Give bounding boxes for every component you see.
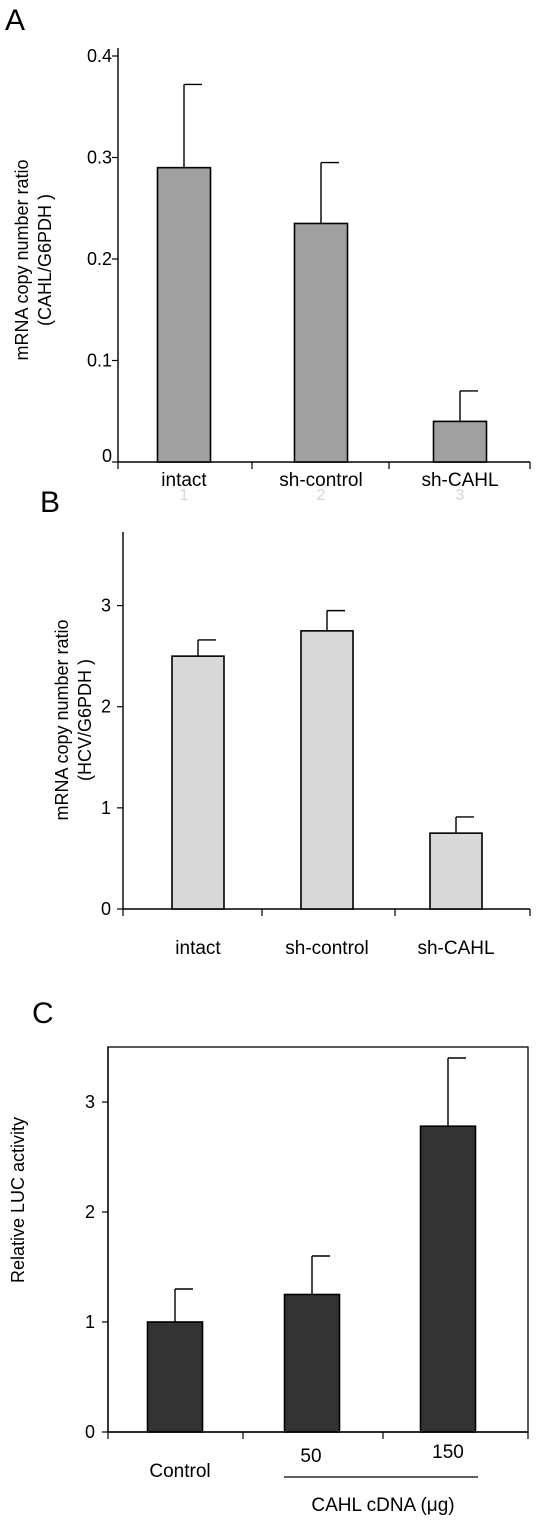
panel-b-ylabel-line1: mRNA copy number ratio xyxy=(52,619,72,820)
panel-b-bar xyxy=(300,630,354,910)
panel-a-category-label: intact xyxy=(161,470,207,491)
panel-a-letter: A xyxy=(5,4,25,37)
panel-c-y-tick-label: 0 xyxy=(85,1422,95,1442)
panel-a-category-label: sh-control xyxy=(279,470,362,491)
panel-b-y-tick-label: 3 xyxy=(101,596,111,616)
panel-c-y-tick-label: 3 xyxy=(85,1092,95,1112)
panel-c-category-label: 50 xyxy=(300,1446,321,1467)
panel-c-bar xyxy=(146,1321,204,1433)
panel-a-bar xyxy=(432,420,488,463)
panel-a-y-tick-label: 0.4 xyxy=(87,46,112,66)
panel-b-letter: B xyxy=(40,486,60,519)
panel-a-plot: 0 0.1 0.2 0.3 0.4 intact sh-control sh-CAHL 1 2 3 xyxy=(87,46,531,504)
panel-a-bar xyxy=(156,166,212,463)
panel-b-y-tick-label: 1 xyxy=(101,798,111,818)
panel-c-bar xyxy=(419,1125,477,1433)
panel-b-category-label: intact xyxy=(175,938,221,959)
panel-b-bar xyxy=(429,832,483,910)
panel-b-ylabel-line2: (HCV/G6PDH ) xyxy=(75,659,95,781)
panel-c-bar xyxy=(283,1293,341,1433)
panel-c-ylabel-line1: Relative LUC activity xyxy=(8,1117,28,1283)
panel-a-faint-label: 1 xyxy=(180,487,189,504)
panel-b-bar xyxy=(171,655,225,910)
panel-b-category-label: sh-CAHL xyxy=(417,938,494,959)
panel-b-category-label: sh-control xyxy=(285,938,368,959)
panel-c-category-label: 150 xyxy=(432,1442,464,1463)
panel-a-y-tick-label: 0.1 xyxy=(87,351,112,371)
panel-b: B mRNA copy number ratio (HCV/G6PDH ) 0 1… xyxy=(40,486,531,959)
panel-a-y-tick-label: 0.3 xyxy=(87,148,112,168)
panel-a-bar xyxy=(293,222,349,463)
panel-a-y-tick-label: 0 xyxy=(102,446,112,466)
panel-c-xlabel: CAHL cDNA (μg) xyxy=(311,1495,454,1516)
panel-a: A mRNA copy number ratio (CAHL/G6PDH ) 0… xyxy=(5,4,531,504)
panel-b-y-tick-label: 2 xyxy=(101,697,111,717)
panel-c-plot: 0 1 2 3 Control 50 150 xyxy=(85,1046,529,1482)
panel-c-y-tick-label: 2 xyxy=(85,1202,95,1222)
panel-a-faint-label: 2 xyxy=(317,487,326,504)
panel-c-category-label: Control xyxy=(149,1461,210,1482)
panel-a-faint-label: 3 xyxy=(456,487,465,504)
panel-c: C Relative LUC activity 0 1 2 3 Control 50 150… xyxy=(8,997,529,1516)
panel-b-plot: 0 1 2 3 intact sh-control sh-CAHL xyxy=(101,532,531,959)
panel-a-y-tick-label: 0.2 xyxy=(87,249,112,269)
panel-c-letter: C xyxy=(32,997,54,1030)
panel-a-ylabel-line1: mRNA copy number ratio xyxy=(12,159,32,360)
panel-a-category-label: sh-CAHL xyxy=(421,470,498,491)
panel-a-ylabel-line2: (CAHL/G6PDH ) xyxy=(35,194,55,326)
panel-b-y-tick-label: 0 xyxy=(101,899,111,919)
panel-c-y-tick-label: 1 xyxy=(85,1312,95,1332)
